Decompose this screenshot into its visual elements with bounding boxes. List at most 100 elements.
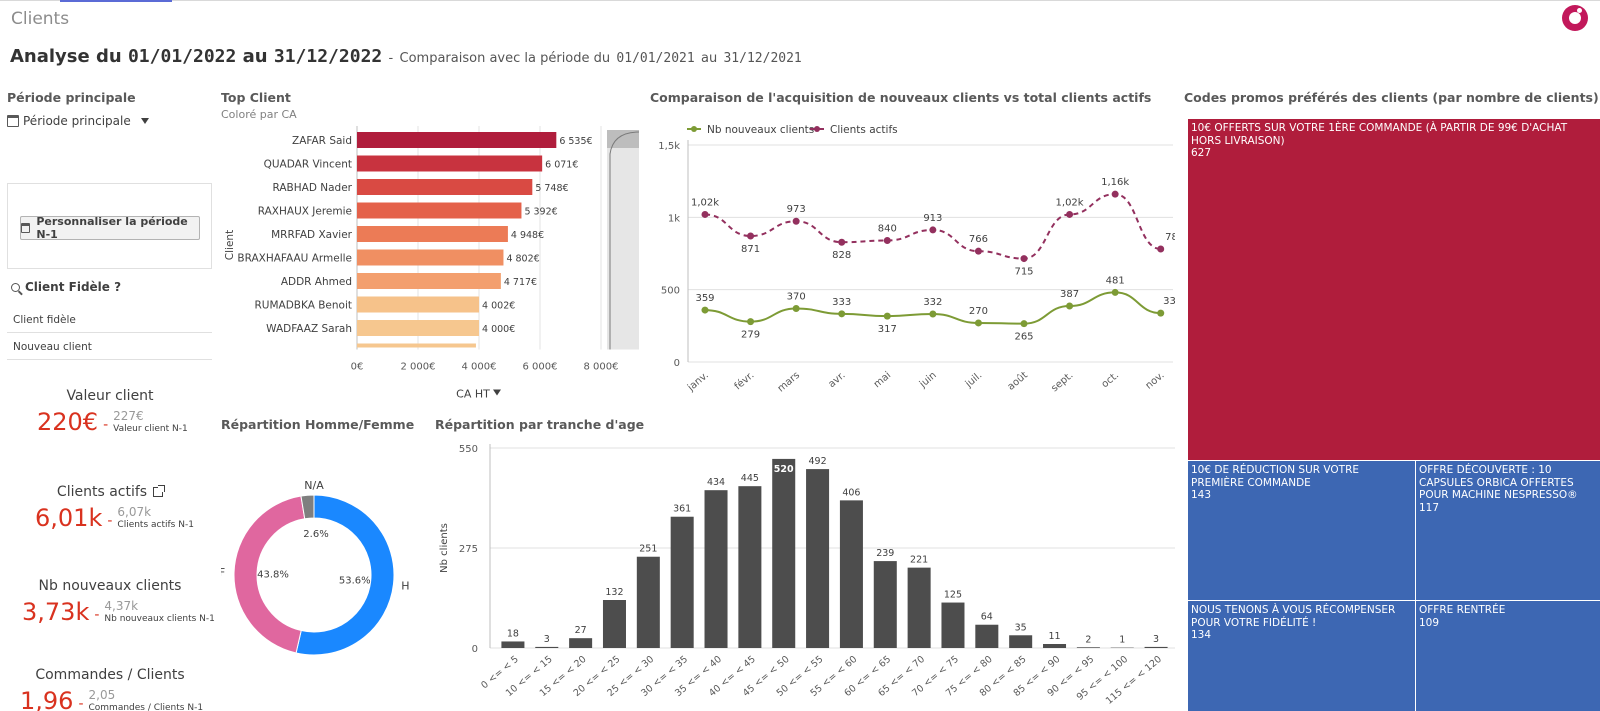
bar[interactable] [873, 561, 897, 648]
data-point[interactable] [747, 318, 755, 326]
data-point[interactable] [883, 236, 891, 244]
y-tick-label: 550 [459, 444, 478, 455]
data-point[interactable] [701, 306, 709, 314]
bar[interactable] [704, 490, 728, 648]
data-label: 5 392€ [524, 207, 557, 218]
data-point[interactable] [1111, 190, 1119, 198]
data-label: 333 [832, 297, 851, 308]
pie-slice[interactable] [295, 494, 395, 656]
data-point[interactable] [1157, 309, 1165, 317]
bar[interactable] [839, 500, 863, 648]
search-icon [11, 282, 20, 292]
data-label: 406 [842, 487, 860, 498]
data-label: 871 [741, 244, 760, 255]
data-label: 766 [969, 234, 988, 245]
bar[interactable] [670, 516, 694, 648]
slice-value-label: 2.6% [303, 529, 328, 540]
treemap-label: 10€ DE RÉDUCTION SUR VOTRE PREMIÈRE COMM… [1191, 464, 1360, 489]
bar[interactable] [1009, 635, 1033, 648]
data-point[interactable] [838, 238, 846, 246]
x-tick-label: 0€ [351, 362, 364, 373]
acquisition-chart[interactable]: 0 500 1k 1,5k janv. févr. mars avr. mai juin juil.… [645, 115, 1175, 395]
data-label: 445 [741, 473, 759, 484]
external-link-icon[interactable] [153, 485, 166, 497]
data-label: 828 [832, 250, 851, 261]
data-point[interactable] [974, 319, 982, 327]
bar[interactable] [357, 226, 508, 242]
series-line[interactable] [704, 193, 1161, 260]
category-label: ZAFAR Said [292, 135, 352, 147]
scrollbar-track[interactable] [607, 130, 639, 350]
treemap-cell[interactable]: OFFRE DÉCOUVERTE : 10 CAPSULES ORBICA OF… [1416, 461, 1600, 600]
data-point[interactable] [883, 312, 891, 320]
bar[interactable] [501, 641, 525, 648]
bar[interactable] [357, 179, 533, 195]
top-client-chart[interactable]: 0€ 2 000€ 4 000€ 6 000€ 8 000€ ZAFAR Said 6 53… [221, 120, 641, 410]
x-axis-label: CA HT [456, 388, 490, 401]
period-selector[interactable]: Période principale [7, 114, 149, 128]
data-point[interactable] [838, 310, 846, 318]
data-point[interactable] [1157, 245, 1165, 253]
data-point[interactable] [1020, 255, 1028, 263]
bar[interactable] [357, 273, 501, 289]
treemap-label: NOUS TENONS À VOUS RÉCOMPENSER POUR VOTR… [1191, 604, 1396, 629]
data-point[interactable] [1020, 320, 1028, 328]
bar[interactable] [806, 469, 830, 648]
bar[interactable] [738, 486, 762, 648]
data-label: 317 [878, 324, 897, 335]
data-point[interactable] [974, 247, 982, 255]
scrollbar-thumb[interactable] [607, 130, 639, 148]
bar[interactable] [357, 296, 480, 313]
x-tick-label: nov. [1144, 370, 1167, 392]
bar[interactable] [569, 638, 593, 648]
data-point[interactable] [1066, 302, 1074, 310]
treemap-cell[interactable]: NOUS TENONS À VOUS RÉCOMPENSER POUR VOTR… [1188, 601, 1415, 711]
chevron-down-icon[interactable] [493, 389, 501, 396]
data-point[interactable] [792, 217, 800, 225]
data-point[interactable] [747, 232, 755, 240]
bar[interactable] [357, 132, 557, 148]
bar[interactable] [772, 458, 796, 648]
gender-chart[interactable]: 53.6% H 43.8% F 2.6% N/A [221, 480, 431, 680]
treemap-cell[interactable]: OFFRE RENTRÉE 109 [1416, 601, 1600, 711]
kpi-value-row: 220€ -227€ Valeur client N-1 [37, 408, 188, 436]
kpi-label: Valeur client [66, 388, 154, 404]
bar[interactable] [357, 155, 543, 172]
bar[interactable] [941, 602, 965, 648]
bar[interactable] [975, 624, 999, 648]
treemap-label: OFFRE DÉCOUVERTE : 10 CAPSULES ORBICA OF… [1419, 464, 1578, 501]
promos-title: Codes promos préférés des clients (par n… [1184, 90, 1599, 105]
pie-slice[interactable] [233, 495, 306, 654]
data-point[interactable] [792, 304, 800, 312]
bar[interactable] [636, 556, 660, 648]
bar[interactable] [1144, 646, 1168, 648]
bar[interactable] [535, 646, 559, 648]
bar[interactable] [357, 320, 479, 336]
pie-slice[interactable] [300, 494, 315, 520]
treemap-cell[interactable]: 10€ OFFERTS SUR VOTRE 1ÈRE COMMANDE (À P… [1188, 119, 1600, 460]
bar[interactable] [907, 567, 931, 648]
filter-item-new[interactable]: Nouveau client [7, 334, 212, 360]
data-point[interactable] [1066, 210, 1074, 218]
bar[interactable] [1076, 647, 1100, 648]
y-axis-label: Client [224, 230, 236, 260]
promos-treemap[interactable]: 10€ OFFERTS SUR VOTRE 1ÈRE COMMANDE (À P… [1188, 119, 1600, 711]
bar[interactable] [357, 249, 504, 266]
bar[interactable] [357, 202, 522, 219]
data-point[interactable] [929, 310, 937, 318]
y-tick-label: 275 [459, 544, 478, 555]
bar[interactable] [602, 600, 626, 648]
kpi-value-row: 1,96-2,05 Commandes / Clients N-1 [20, 687, 203, 711]
filter-item-loyal[interactable]: Client fidèle [7, 307, 212, 333]
data-point[interactable] [929, 226, 937, 234]
treemap-label: 10€ OFFERTS SUR VOTRE 1ÈRE COMMANDE (À P… [1191, 122, 1568, 147]
data-point[interactable] [701, 210, 709, 218]
data-label: 359 [695, 293, 714, 304]
bar[interactable] [1043, 644, 1067, 648]
data-point[interactable] [1111, 288, 1119, 296]
treemap-cell[interactable]: 10€ DE RÉDUCTION SUR VOTRE PREMIÈRE COMM… [1188, 461, 1415, 600]
kpi-previous: 4,37k Nb nouveaux clients N-1 [104, 599, 215, 625]
customize-period-button[interactable]: Personnaliser la période N-1 [20, 215, 200, 241]
kpi-label[interactable]: Clients actifs [0, 484, 220, 500]
